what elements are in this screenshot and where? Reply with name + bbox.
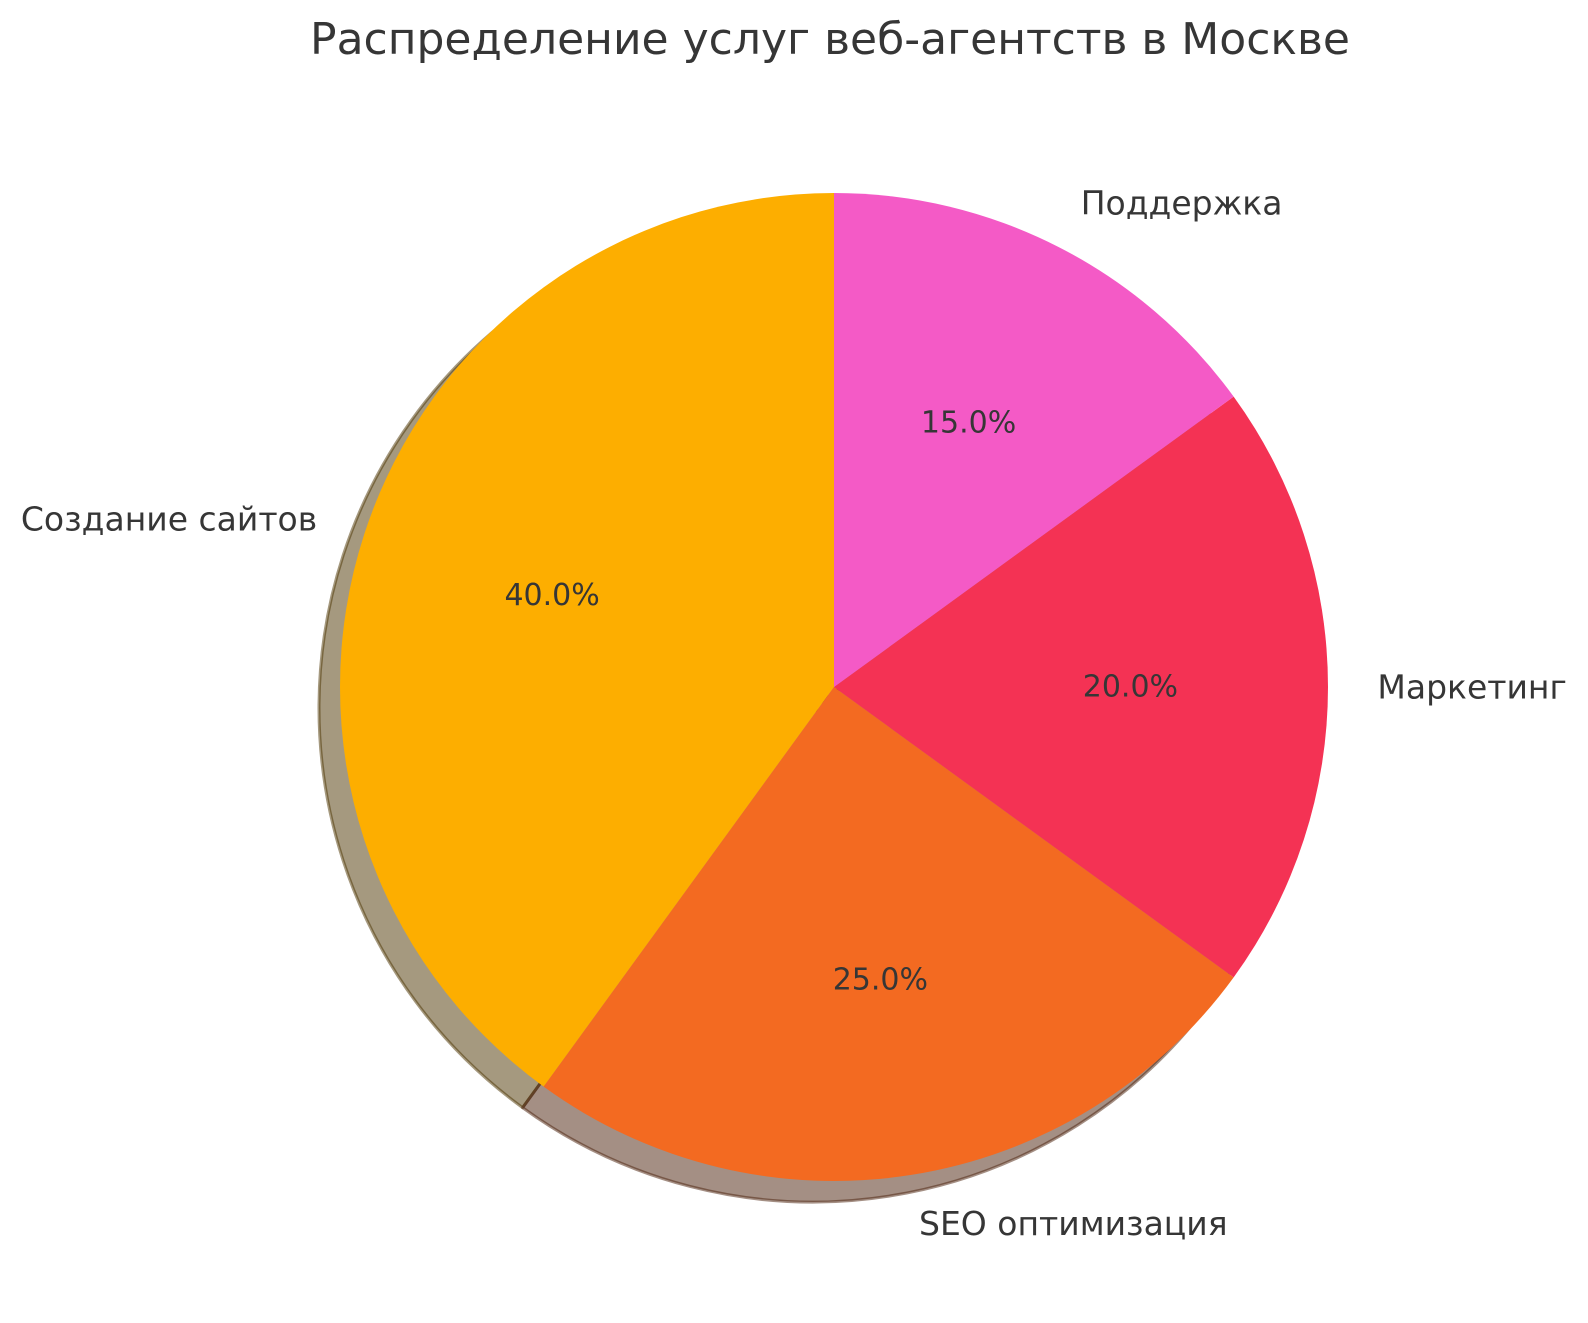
pie-slice-4 <box>834 193 1234 687</box>
pie-slice-3 <box>834 396 1328 978</box>
pie-percent-label: 25.0% <box>833 962 928 997</box>
pie-percent-label: 20.0% <box>1083 670 1178 705</box>
pie-percent-label: 15.0% <box>921 405 1016 440</box>
chart-title: Распределение услуг веб-агентств в Москв… <box>310 14 1350 65</box>
pie-labels-group: 40.0% Создание сайтов 25.0% SEO оптимизация… <box>21 183 1567 1243</box>
pie-slice-label: Создание сайтов <box>21 500 317 539</box>
pie-slices-group <box>340 193 1328 1181</box>
pie-slice-1 <box>340 193 834 1087</box>
pie-slice-2 <box>543 687 1234 1181</box>
pie-slice-label: SEO оптимизация <box>919 1204 1228 1243</box>
pie-slice-label: Поддержка <box>1081 183 1283 222</box>
pie-percent-label: 40.0% <box>504 578 599 613</box>
pie-slice-label: Маркетинг <box>1377 668 1566 707</box>
